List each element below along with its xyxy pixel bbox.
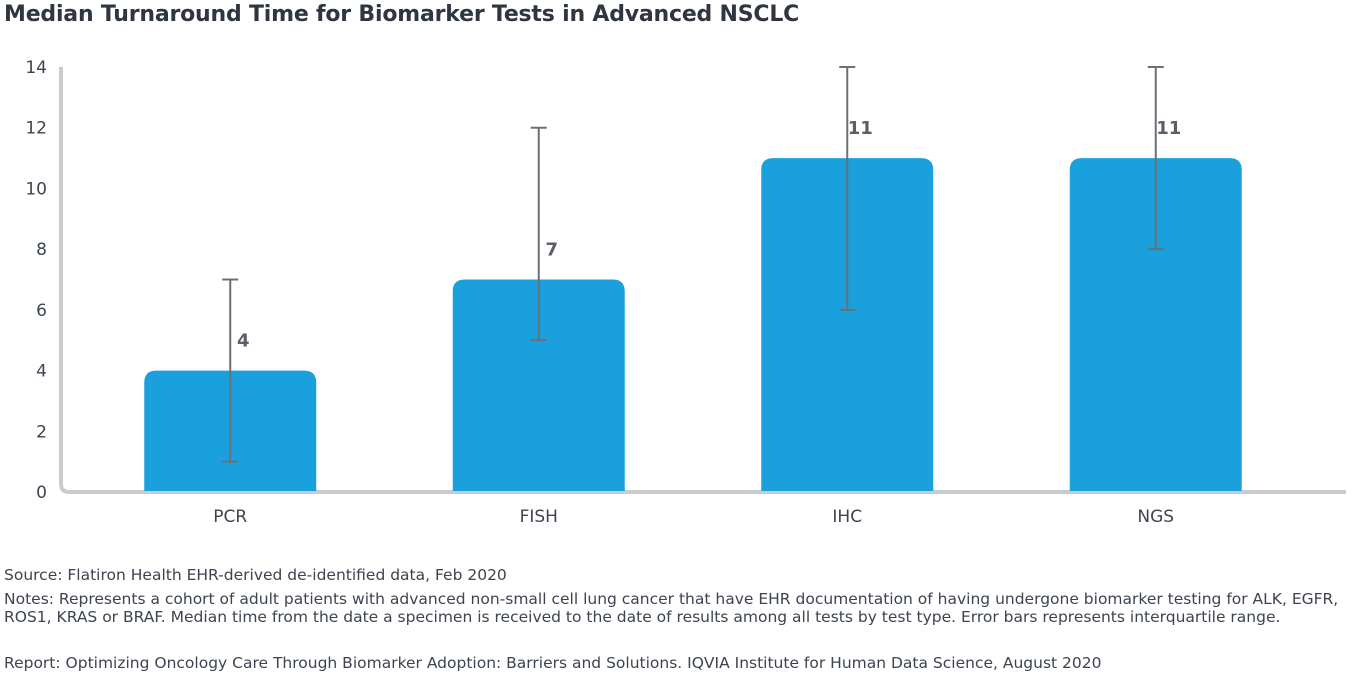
bar-fish	[452, 279, 625, 491]
data-label-fish: 7	[545, 240, 558, 261]
bar-chart: 0 2 4 6 8 10 12 14 4 7 11 11 PCR FISH IHC NGS	[25, 58, 1346, 527]
x-tick-fish: FISH	[520, 507, 558, 527]
bar-ngs	[1069, 158, 1242, 492]
notes-text: Notes: Represents a cohort of adult pati…	[4, 590, 1339, 626]
bars	[144, 158, 1242, 492]
y-tick-label: 8	[36, 240, 47, 260]
x-tick-ihc: IHC	[832, 507, 862, 527]
y-tick-label: 12	[25, 119, 47, 139]
y-tick-label: 10	[25, 179, 47, 199]
data-label-pcr: 4	[237, 331, 250, 352]
y-tick-label: 6	[36, 301, 47, 321]
axis-line	[59, 67, 1346, 494]
data-label-ihc: 11	[848, 118, 873, 139]
x-axis-ticks: PCR FISH IHC NGS	[213, 507, 1174, 527]
y-tick-label: 14	[25, 58, 47, 78]
data-label-ngs: 11	[1156, 118, 1181, 139]
y-tick-label: 0	[36, 483, 47, 503]
y-axis-ticks: 0 2 4 6 8 10 12 14	[25, 58, 47, 503]
report-citation: Report: Optimizing Oncology Care Through…	[4, 654, 1102, 672]
y-tick-label: 2	[36, 422, 47, 442]
x-tick-ngs: NGS	[1137, 507, 1174, 527]
data-labels: 4 7 11 11	[237, 118, 1181, 352]
error-bars	[222, 66, 1164, 463]
source-note: Source: Flatiron Health EHR-derived de-i…	[4, 566, 507, 584]
chart-title: Median Turnaround Time for Biomarker Tes…	[4, 2, 800, 27]
x-tick-pcr: PCR	[213, 507, 247, 527]
bar-ihc	[761, 158, 934, 492]
y-tick-label: 4	[36, 362, 47, 382]
